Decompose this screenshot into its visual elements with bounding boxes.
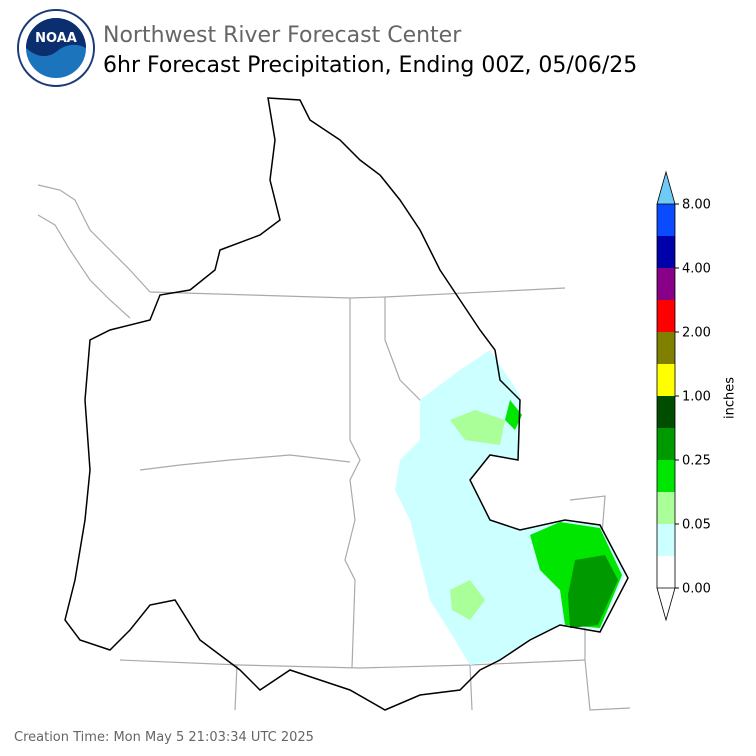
boundaries [37,184,631,711]
colorbar-segment [657,204,675,236]
colorbar: 0.00 0.05 0.25 1.00 2.00 4.00 8.00 [656,170,711,622]
noaa-logo: NOAA [17,9,95,87]
colorbar-over [656,170,676,205]
colorbar-tick-label: 2.00 [682,326,711,341]
basin-outline [64,97,629,711]
colorbar-tick-label: 8.00 [682,198,711,213]
colorbar-segment [657,396,675,428]
colorbar-tick-label: 0.25 [682,454,711,469]
colorbar-tick-label: 0.05 [682,518,711,533]
colorbar-under [656,587,676,622]
colorbar-segment [657,332,675,364]
creation-time: Creation Time: Mon May 5 21:03:34 UTC 20… [14,730,314,745]
colorbar-tick-label: 1.00 [682,390,711,405]
colorbar-segment [657,556,675,588]
colorbar-segment [657,428,675,460]
colorbar-segment [657,492,675,524]
colorbar-segment [657,236,675,268]
colorbar-segment [657,300,675,332]
map-title: 6hr Forecast Precipitation, Ending 00Z, … [103,53,637,78]
org-title: Northwest River Forecast Center [103,23,462,48]
colorbar-tick-label: 4.00 [682,262,711,277]
colorbar-segment [657,460,675,492]
colorbar-tick-label: 0.00 [682,582,711,597]
colorbar-label: inches [723,377,738,419]
colorbar-segment [657,364,675,396]
colorbar-segment [657,268,675,300]
logo-text: NOAA [35,31,77,46]
precip-areas [395,350,625,665]
colorbar-segment [657,524,675,556]
